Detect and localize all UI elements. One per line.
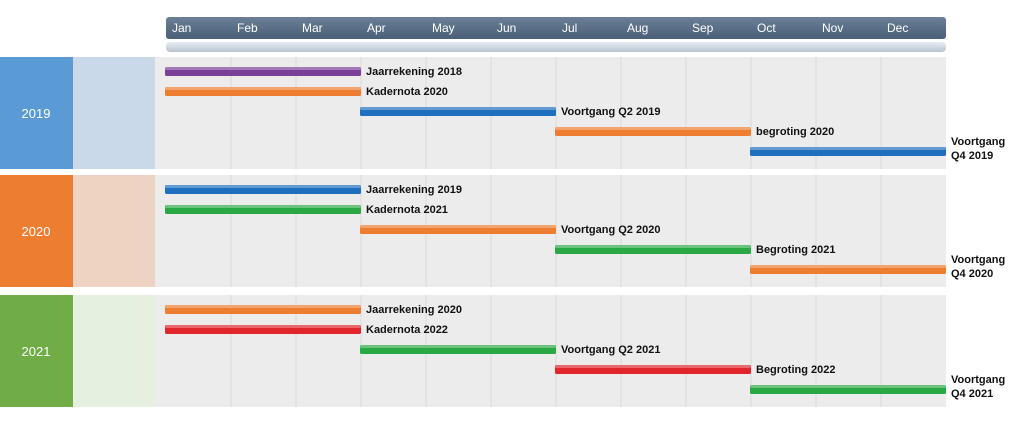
task-bar <box>360 107 556 116</box>
year-band-2019 <box>0 57 73 169</box>
task-bar-highlight <box>750 265 946 268</box>
task-bar-highlight <box>165 325 361 328</box>
month-label-sep: Sep <box>692 21 714 35</box>
task-bar <box>165 185 361 194</box>
task-bar-highlight <box>360 345 556 348</box>
month-label-feb: Feb <box>237 21 258 35</box>
task-bar <box>555 365 751 374</box>
task-bar <box>750 385 946 394</box>
task-label: Voortgang Q2 2021 <box>561 344 660 356</box>
year-label-2021: 2021 <box>22 344 51 359</box>
task-label: Voortgang Q2 2019 <box>561 106 660 118</box>
task-bar-highlight <box>360 107 556 110</box>
month-label-jul: Jul <box>562 21 577 35</box>
task-label: Kadernota 2022 <box>366 324 448 336</box>
task-bar-highlight <box>750 147 946 150</box>
month-label-mar: Mar <box>302 21 323 35</box>
task-bar-highlight <box>360 225 556 228</box>
task-bar-highlight <box>555 365 751 368</box>
task-label: Kadernota 2021 <box>366 204 448 216</box>
task-label: Begroting 2022 <box>756 364 835 376</box>
task-bar <box>165 305 361 314</box>
task-bar <box>555 127 751 136</box>
month-label-nov: Nov <box>822 21 843 35</box>
year-label-2019: 2019 <box>22 106 51 121</box>
task-bar <box>555 245 751 254</box>
task-label: Jaarrekening 2019 <box>366 184 462 196</box>
task-bar-highlight <box>165 67 361 70</box>
month-label-oct: Oct <box>757 21 776 35</box>
year-band-2020 <box>0 175 73 287</box>
task-label: begroting 2020 <box>756 126 834 138</box>
month-label-apr: Apr <box>367 21 386 35</box>
month-label-dec: Dec <box>887 21 908 35</box>
year-band-light-2021 <box>73 295 155 407</box>
task-label: Voortgang Q4 2020 <box>951 254 1005 280</box>
month-label-jan: Jan <box>172 21 191 35</box>
year-label-2020: 2020 <box>22 224 51 239</box>
task-label: Begroting 2021 <box>756 244 835 256</box>
task-label: Kadernota 2020 <box>366 86 448 98</box>
task-label: Voortgang Q4 2019 <box>951 136 1005 162</box>
month-label-may: May <box>432 21 455 35</box>
task-bar-highlight <box>165 185 361 188</box>
task-bar <box>360 225 556 234</box>
task-bar-highlight <box>555 245 751 248</box>
year-band-light-2020 <box>73 175 155 287</box>
task-label: Jaarrekening 2018 <box>366 66 462 78</box>
task-bar <box>750 265 946 274</box>
task-bar-highlight <box>165 87 361 90</box>
task-bar-highlight <box>165 305 361 308</box>
month-label-aug: Aug <box>627 21 648 35</box>
task-bar-highlight <box>555 127 751 130</box>
task-label: Jaarrekening 2020 <box>366 304 462 316</box>
task-bar-highlight <box>750 385 946 388</box>
timeline-subheader <box>166 42 946 52</box>
month-label-jun: Jun <box>497 21 516 35</box>
task-bar <box>165 325 361 334</box>
task-bar <box>165 87 361 96</box>
year-band-light-2019 <box>73 57 155 169</box>
task-label: Voortgang Q4 2021 <box>951 374 1005 400</box>
task-bar <box>165 205 361 214</box>
year-band-2021 <box>0 295 73 407</box>
task-bar <box>165 67 361 76</box>
timeline-header <box>166 17 946 39</box>
task-bar-highlight <box>165 205 361 208</box>
task-bar <box>360 345 556 354</box>
task-bar <box>750 147 946 156</box>
task-label: Voortgang Q2 2020 <box>561 224 660 236</box>
